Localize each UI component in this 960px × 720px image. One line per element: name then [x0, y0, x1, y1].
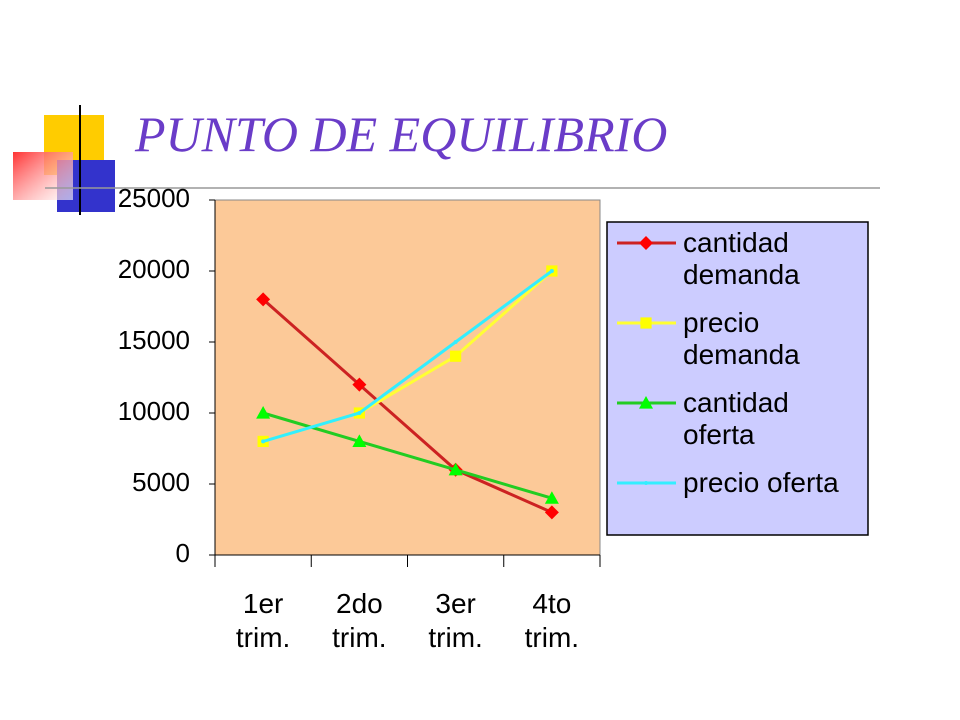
- y-tick-label: 20000: [118, 254, 190, 284]
- y-tick-label: 15000: [118, 325, 190, 355]
- y-tick-label: 0: [176, 538, 190, 568]
- x-tick-label: 2do trim.: [332, 588, 387, 653]
- y-tick-label: 10000: [118, 396, 190, 426]
- chart-title: PUNTO DE EQUILIBRIO: [135, 106, 668, 162]
- marker: [544, 505, 559, 520]
- marker: [450, 350, 462, 362]
- x-tick-label: 1er trim.: [235, 588, 291, 653]
- marker: [453, 340, 458, 344]
- series-line: [262, 298, 553, 514]
- legend-marker: [644, 481, 648, 485]
- deco-square: [13, 152, 73, 200]
- marker: [549, 269, 554, 273]
- legend-label: cantidad oferta: [683, 387, 789, 450]
- legend-marker: [640, 317, 652, 329]
- legend-label: cantidad demanda: [683, 227, 800, 290]
- marker: [448, 462, 463, 476]
- legend-marker: [639, 396, 653, 409]
- x-tick-label: 4to trim.: [524, 588, 580, 653]
- marker: [352, 377, 367, 392]
- legend-label: precio demanda: [683, 307, 800, 370]
- marker: [256, 292, 271, 307]
- y-tick-label: 25000: [118, 183, 190, 213]
- marker: [261, 439, 266, 444]
- legend-label: precio oferta: [683, 467, 839, 498]
- marker: [544, 491, 559, 504]
- series-line: [262, 269, 553, 443]
- legend-marker: [639, 236, 653, 250]
- marker: [256, 406, 271, 419]
- marker: [357, 411, 362, 415]
- y-tick-label: 5000: [132, 467, 190, 497]
- marker: [352, 434, 367, 447]
- x-tick-label: 3er trim.: [428, 588, 483, 653]
